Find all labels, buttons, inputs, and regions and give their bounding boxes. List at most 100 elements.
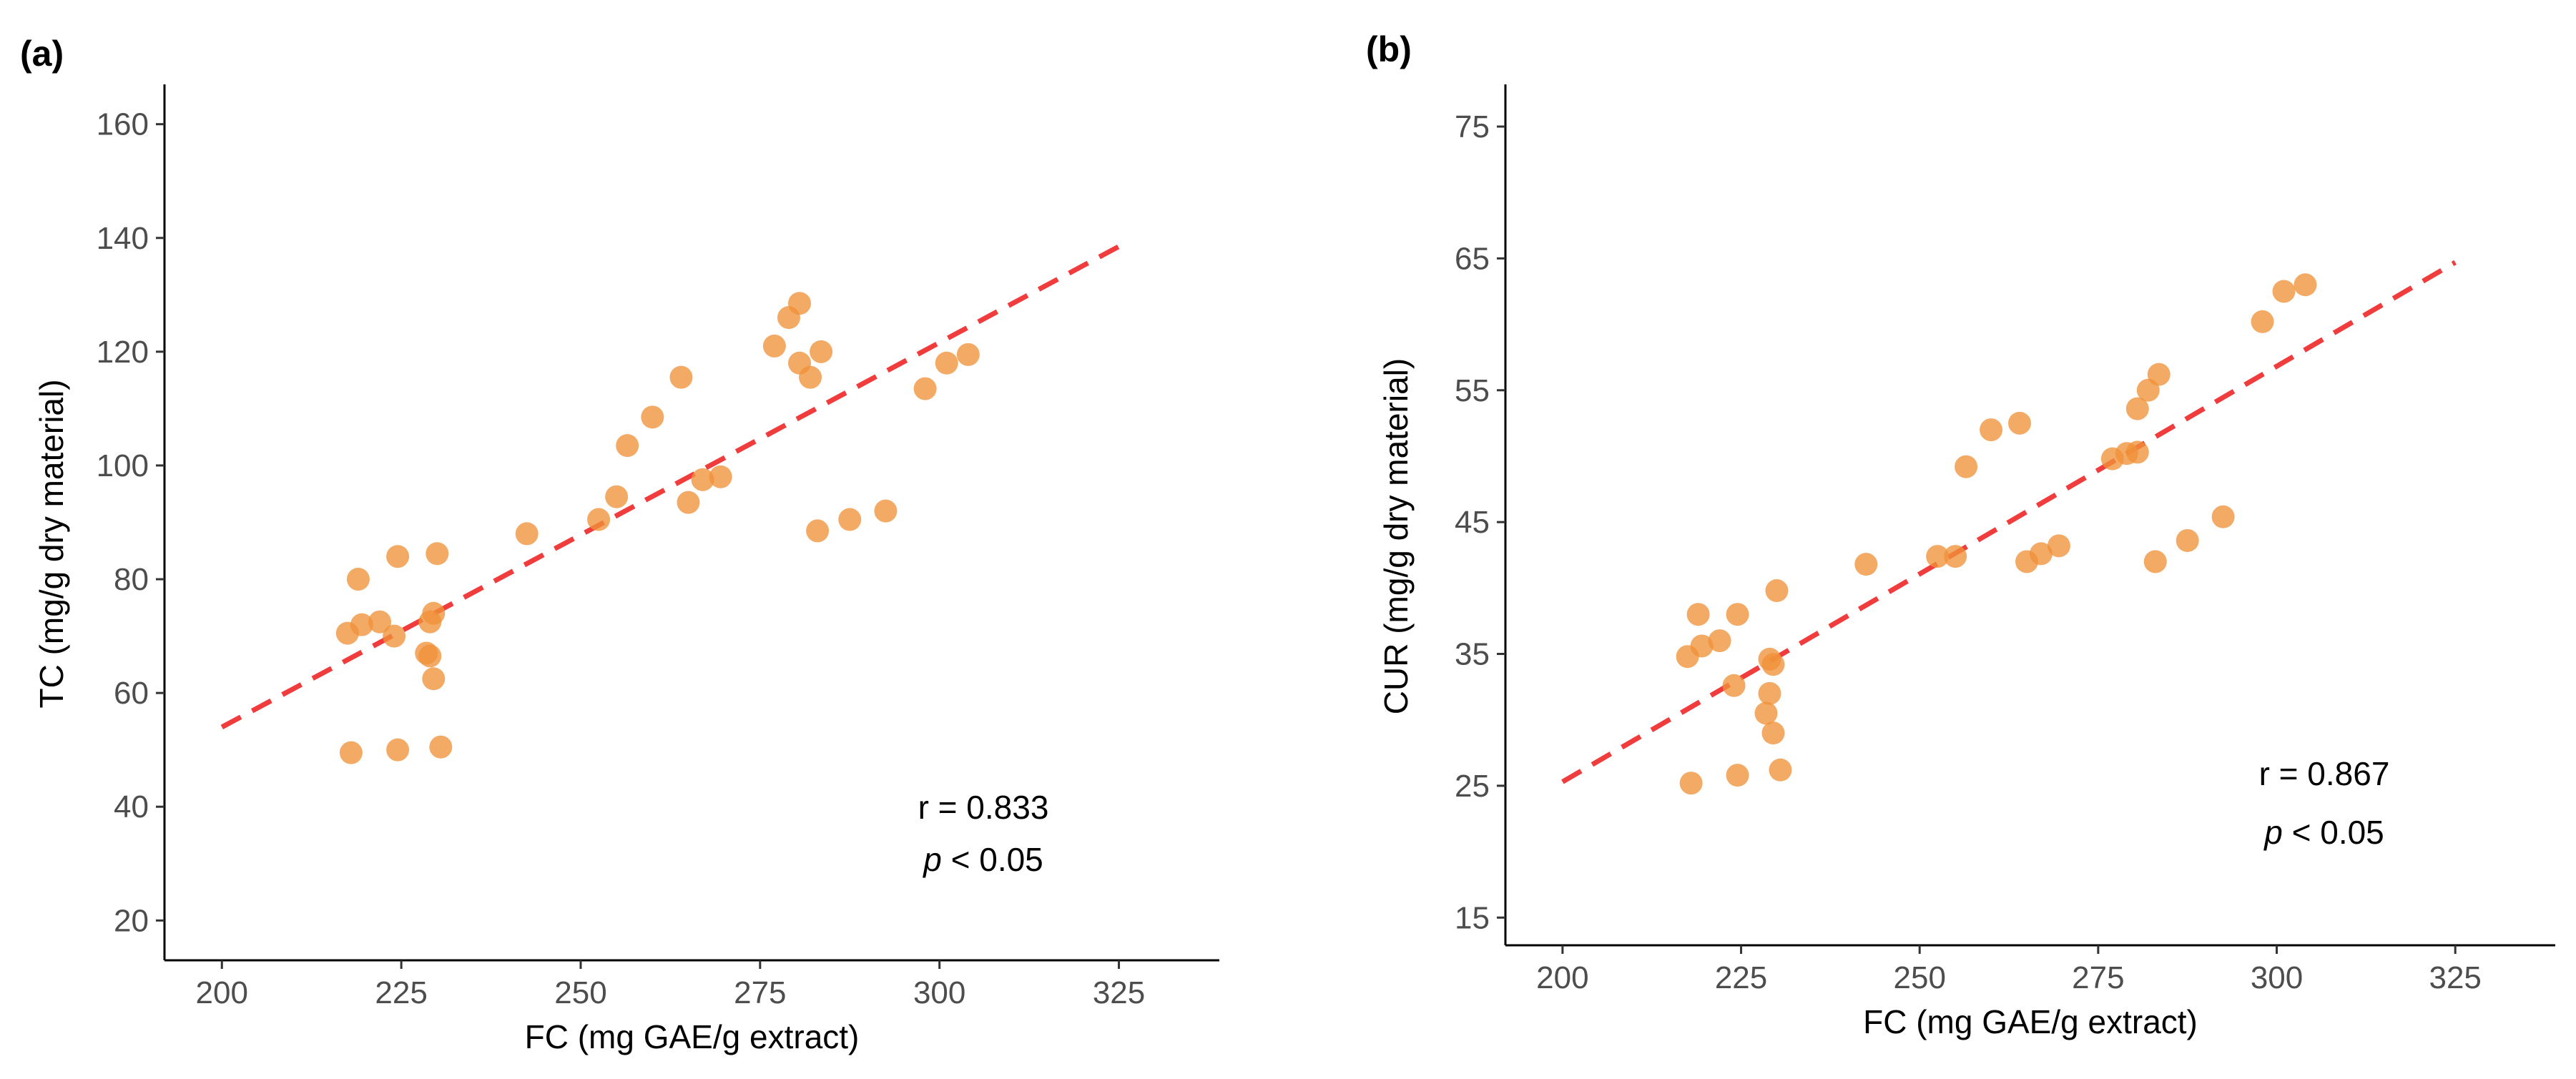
data-point — [368, 610, 392, 634]
data-point — [2008, 411, 2032, 435]
y-tick-label: 100 — [97, 448, 149, 483]
data-point — [1754, 701, 1778, 725]
data-point — [709, 465, 732, 488]
x-axis-title: FC (mg GAE/g extract) — [525, 1018, 860, 1055]
y-tick-label: 45 — [1455, 505, 1490, 540]
y-tick-label: 55 — [1455, 373, 1490, 408]
data-point — [874, 499, 898, 523]
data-point — [1708, 629, 1731, 653]
x-tick-label: 250 — [1894, 960, 1946, 995]
data-point — [2125, 397, 2149, 420]
data-points — [1676, 273, 2317, 795]
data-point — [2294, 273, 2317, 297]
correlation-r-label: r = 0.867 — [2259, 755, 2390, 792]
data-point — [429, 735, 453, 759]
data-point — [956, 343, 980, 366]
p-symbol: p — [2263, 814, 2283, 851]
data-point — [1761, 653, 1785, 676]
data-point — [1686, 603, 1710, 626]
data-point — [422, 601, 446, 625]
trend-line — [1561, 260, 2457, 784]
data-point — [2125, 440, 2149, 464]
y-tick-label: 65 — [1455, 241, 1490, 276]
data-point — [935, 351, 958, 375]
data-point — [1926, 545, 1950, 568]
y-axis-title: CUR (mg/g dry material) — [1377, 358, 1415, 714]
data-point — [1726, 603, 1749, 626]
p-value-label: p < 0.05 — [2263, 814, 2384, 851]
y-tick-label: 40 — [114, 789, 149, 824]
data-point — [346, 568, 370, 591]
data-point — [422, 667, 446, 691]
data-point — [2211, 505, 2235, 528]
panel-label: (b) — [1366, 29, 1412, 69]
y-tick-label: 120 — [97, 335, 149, 370]
data-point — [1758, 681, 1781, 705]
data-point — [1765, 579, 1789, 603]
panel-b: (b) 15 25 35 45 55 65 75 200 225 250 275 300 325 FC… — [1366, 29, 2555, 1040]
x-tick-label: 300 — [2251, 960, 2303, 995]
data-point — [386, 738, 410, 762]
p-value-text: < 0.05 — [942, 841, 1043, 878]
panel-a: (a) 20 40 60 80 100 120 140 160 200 225 250 275 300… — [20, 34, 1219, 1055]
trend-line — [220, 244, 1121, 729]
data-point — [2147, 363, 2171, 386]
data-point — [788, 292, 812, 315]
data-point — [587, 508, 611, 531]
data-point — [2251, 310, 2274, 333]
data-point — [383, 624, 406, 648]
data-point — [1761, 721, 1785, 745]
data-point — [669, 365, 693, 389]
x-tick-label: 200 — [1536, 960, 1588, 995]
data-point — [616, 434, 639, 458]
data-point — [386, 545, 410, 568]
data-point — [515, 522, 539, 546]
data-point — [1722, 674, 1746, 697]
data-point — [1679, 772, 1703, 795]
data-point — [1955, 455, 1978, 478]
data-point — [838, 508, 862, 531]
p-value-text: < 0.05 — [2283, 814, 2384, 851]
x-axis-ticks: 200 225 250 275 300 325 — [1536, 945, 2482, 995]
data-point — [1769, 758, 1792, 782]
data-point — [691, 468, 714, 491]
data-point — [810, 340, 833, 363]
x-tick-label: 250 — [554, 975, 606, 1010]
y-axis-ticks: 15 25 35 45 55 65 75 — [1455, 109, 1505, 935]
x-tick-label: 325 — [1093, 975, 1145, 1010]
correlation-r-label: r = 0.833 — [918, 789, 1049, 826]
y-tick-label: 35 — [1455, 637, 1490, 672]
x-tick-label: 275 — [2072, 960, 2124, 995]
data-point — [1690, 634, 1714, 658]
data-point — [641, 405, 664, 429]
data-point — [1854, 553, 1878, 576]
data-point — [2272, 280, 2296, 303]
data-point — [605, 485, 629, 508]
data-point — [1980, 418, 2003, 442]
x-tick-label: 325 — [2429, 960, 2481, 995]
y-tick-label: 160 — [97, 107, 149, 142]
data-point — [2029, 542, 2053, 566]
p-symbol: p — [922, 841, 942, 878]
data-point — [418, 644, 442, 668]
data-point — [799, 365, 822, 389]
y-axis-title: TC (mg/g dry material) — [33, 379, 70, 708]
y-axis-ticks: 20 40 60 80 100 120 140 160 — [97, 107, 164, 938]
data-point — [1726, 764, 1749, 787]
data-point — [677, 491, 700, 514]
y-tick-label: 15 — [1455, 900, 1490, 935]
y-tick-label: 20 — [114, 903, 149, 938]
data-point — [806, 519, 830, 543]
data-point — [426, 542, 449, 566]
y-tick-label: 140 — [97, 221, 149, 256]
x-tick-label: 200 — [196, 975, 248, 1010]
x-tick-label: 225 — [375, 975, 427, 1010]
y-tick-label: 25 — [1455, 769, 1490, 804]
data-point — [762, 334, 786, 358]
y-tick-label: 80 — [114, 562, 149, 597]
x-tick-label: 300 — [913, 975, 965, 1010]
data-point — [339, 741, 363, 764]
p-value-label: p < 0.05 — [922, 841, 1043, 878]
data-point — [2047, 534, 2070, 558]
data-point — [2143, 550, 2167, 573]
